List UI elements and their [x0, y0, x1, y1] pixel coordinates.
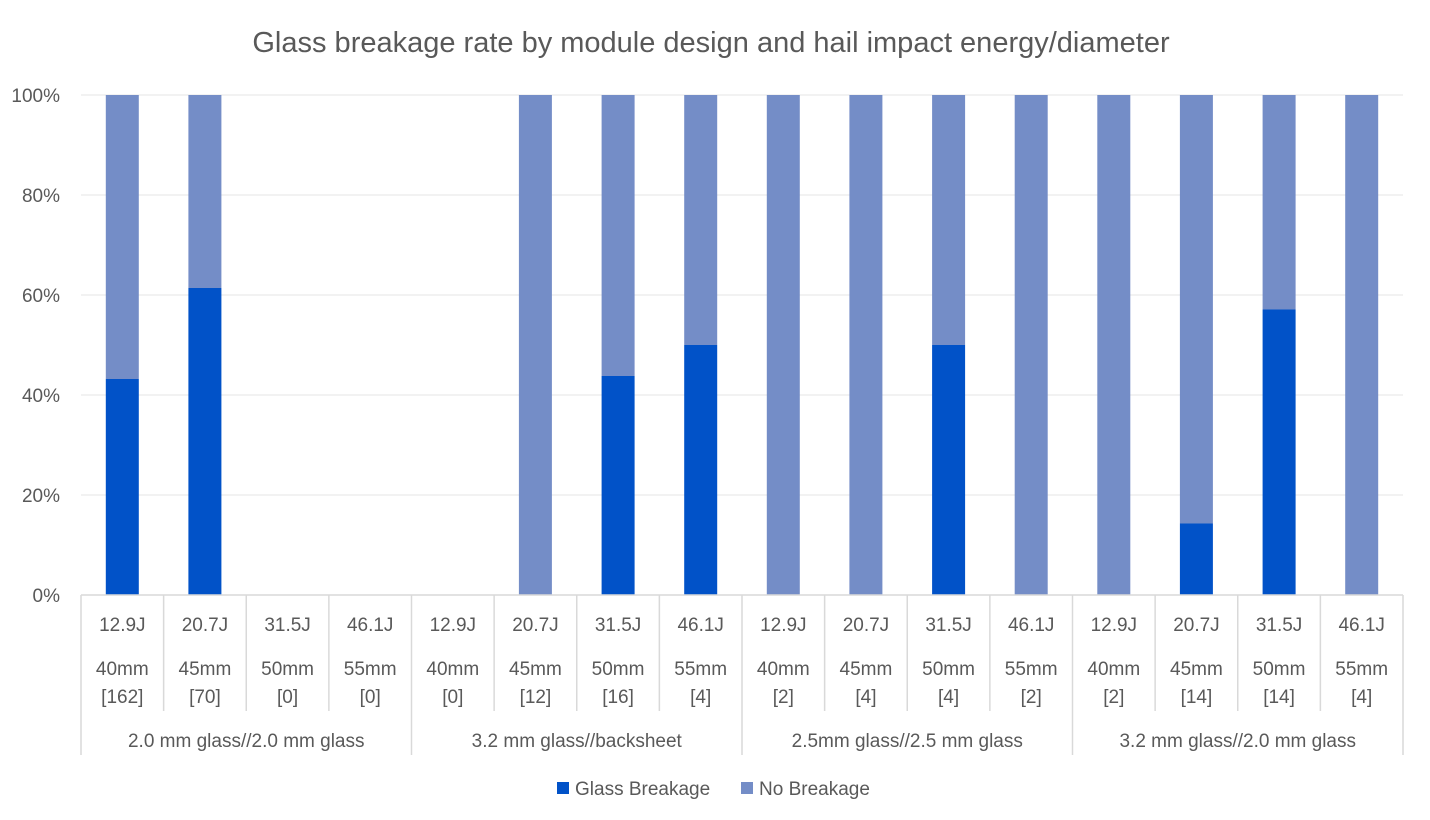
x-label-count: [4]	[690, 687, 711, 708]
y-tick-label: 0%	[33, 586, 61, 607]
x-label-diameter: 55mm	[674, 659, 727, 680]
x-label-count: [162]	[101, 687, 143, 708]
x-label-diameter: 45mm	[1170, 659, 1223, 680]
x-label-count: [0]	[442, 687, 463, 708]
bars	[105, 95, 1379, 595]
x-label-count: [14]	[1263, 687, 1295, 708]
bar-no-breakage	[1262, 95, 1296, 310]
bar-no-breakage	[105, 95, 139, 379]
x-label-count: [12]	[520, 687, 552, 708]
x-label-diameter: 50mm	[592, 659, 645, 680]
bar-glass-breakage	[1179, 523, 1213, 595]
y-axis-ticks: 0% 20% 40% 60% 80% 100%	[11, 86, 60, 607]
x-label-count: [70]	[189, 687, 221, 708]
legend: Glass Breakage No Breakage	[557, 779, 870, 800]
bar-no-breakage	[1345, 95, 1379, 595]
x-label-diameter: 45mm	[840, 659, 893, 680]
x-label-count: [2]	[773, 687, 794, 708]
y-tick-label: 20%	[22, 486, 60, 507]
x-label-energy: 20.7J	[182, 615, 228, 636]
bar-no-breakage	[601, 95, 635, 376]
x-label-diameter: 50mm	[1253, 659, 1306, 680]
x-label-diameter: 55mm	[1335, 659, 1388, 680]
x-label-count: [0]	[277, 687, 298, 708]
x-label-diameter: 50mm	[922, 659, 975, 680]
x-label-count: [2]	[1021, 687, 1042, 708]
bar-glass-breakage	[684, 345, 718, 595]
x-label-diameter: 50mm	[261, 659, 314, 680]
bar-glass-breakage	[932, 345, 966, 595]
x-label-diameter: 40mm	[426, 659, 479, 680]
x-label-energy: 31.5J	[264, 615, 310, 636]
x-label-count: [0]	[360, 687, 381, 708]
x-label-count: [14]	[1181, 687, 1213, 708]
x-label-energy: 46.1J	[677, 615, 723, 636]
x-label-energy: 20.7J	[512, 615, 558, 636]
x-label-energy: 12.9J	[760, 615, 806, 636]
bar-no-breakage	[518, 95, 552, 595]
bar-no-breakage	[1014, 95, 1048, 595]
y-tick-label: 100%	[11, 86, 60, 107]
bar-glass-breakage	[1262, 309, 1296, 595]
x-label-energy: 46.1J	[1008, 615, 1054, 636]
x-label-count: [4]	[1351, 687, 1372, 708]
x-label-energy: 31.5J	[925, 615, 971, 636]
legend-label: Glass Breakage	[575, 779, 710, 800]
bar-glass-breakage	[601, 376, 635, 595]
bar-no-breakage	[1179, 95, 1213, 524]
bar-no-breakage	[849, 95, 883, 595]
chart-title: Glass breakage rate by module design and…	[252, 27, 1170, 59]
x-label-diameter: 40mm	[96, 659, 149, 680]
x-axis-labels: 12.9J 40mm [162] 20.7J 45mm [70] 31.5J 50mm [0] 4…	[96, 615, 1388, 752]
y-tick-label: 80%	[22, 186, 60, 207]
x-label-diameter: 45mm	[509, 659, 562, 680]
x-label-diameter: 40mm	[1087, 659, 1140, 680]
bar-no-breakage	[932, 95, 966, 345]
x-label-energy: 46.1J	[347, 615, 393, 636]
bar-no-breakage	[188, 95, 222, 288]
x-label-count: [2]	[1103, 687, 1124, 708]
x-group-label: 2.0 mm glass//2.0 mm glass	[128, 731, 365, 752]
x-label-diameter: 55mm	[344, 659, 397, 680]
bar-glass-breakage	[105, 379, 139, 595]
x-label-count: [4]	[855, 687, 876, 708]
x-label-energy: 20.7J	[843, 615, 889, 636]
legend-swatch	[741, 782, 753, 794]
x-label-energy: 12.9J	[99, 615, 145, 636]
x-group-label: 2.5mm glass//2.5 mm glass	[792, 731, 1023, 752]
x-label-energy: 46.1J	[1338, 615, 1384, 636]
legend-label: No Breakage	[759, 779, 870, 800]
y-tick-label: 60%	[22, 286, 60, 307]
x-label-energy: 12.9J	[430, 615, 476, 636]
y-tick-label: 40%	[22, 386, 60, 407]
bar-no-breakage	[1097, 95, 1131, 595]
x-label-count: [16]	[602, 687, 634, 708]
x-label-energy: 31.5J	[595, 615, 641, 636]
bar-no-breakage	[684, 95, 718, 345]
bar-glass-breakage	[188, 288, 222, 595]
bar-no-breakage	[766, 95, 800, 595]
x-label-diameter: 55mm	[1005, 659, 1058, 680]
x-label-diameter: 40mm	[757, 659, 810, 680]
x-label-energy: 31.5J	[1256, 615, 1302, 636]
x-label-energy: 20.7J	[1173, 615, 1219, 636]
x-group-label: 3.2 mm glass//2.0 mm glass	[1119, 731, 1356, 752]
x-label-count: [4]	[938, 687, 959, 708]
x-group-label: 3.2 mm glass//backsheet	[472, 731, 683, 752]
x-label-energy: 12.9J	[1091, 615, 1137, 636]
x-label-diameter: 45mm	[179, 659, 232, 680]
legend-swatch	[557, 782, 569, 794]
x-axis	[80, 594, 1404, 755]
